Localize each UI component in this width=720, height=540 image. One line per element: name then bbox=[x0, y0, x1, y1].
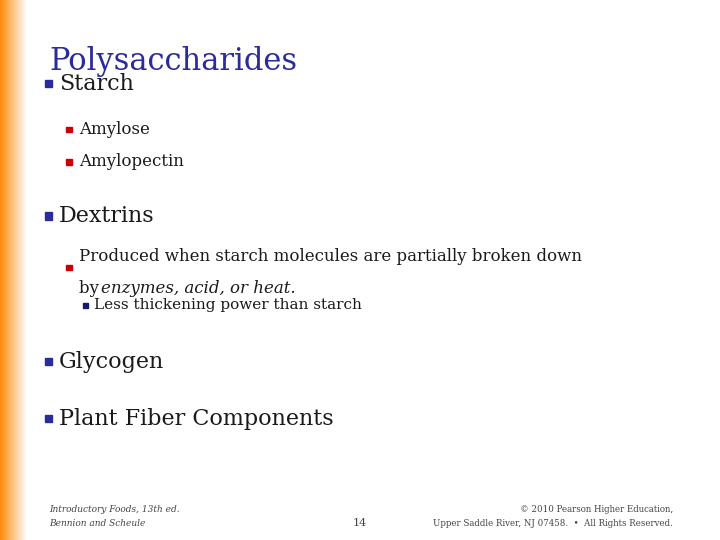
Text: Less thickening power than starch: Less thickening power than starch bbox=[94, 298, 361, 312]
Text: Amylose: Amylose bbox=[79, 121, 150, 138]
Text: © 2010 Pearson Higher Education,: © 2010 Pearson Higher Education, bbox=[520, 505, 673, 514]
Text: Upper Saddle River, NJ 07458.  •  All Rights Reserved.: Upper Saddle River, NJ 07458. • All Righ… bbox=[433, 519, 673, 528]
Text: Plant Fiber Components: Plant Fiber Components bbox=[59, 408, 333, 429]
Text: Amylopectin: Amylopectin bbox=[79, 153, 184, 171]
Text: by: by bbox=[79, 280, 104, 297]
Text: Bennion and Scheule: Bennion and Scheule bbox=[49, 519, 145, 528]
Text: enzymes, acid, or heat.: enzymes, acid, or heat. bbox=[101, 280, 295, 297]
Text: Glycogen: Glycogen bbox=[59, 351, 164, 373]
Text: Introductory Foods, 13th ed.: Introductory Foods, 13th ed. bbox=[49, 505, 179, 514]
Text: Starch: Starch bbox=[59, 73, 134, 94]
Text: Dextrins: Dextrins bbox=[59, 205, 155, 227]
Text: 14: 14 bbox=[353, 518, 367, 528]
Text: Produced when starch molecules are partially broken down: Produced when starch molecules are parti… bbox=[79, 248, 582, 265]
Text: Polysaccharides: Polysaccharides bbox=[49, 46, 297, 77]
